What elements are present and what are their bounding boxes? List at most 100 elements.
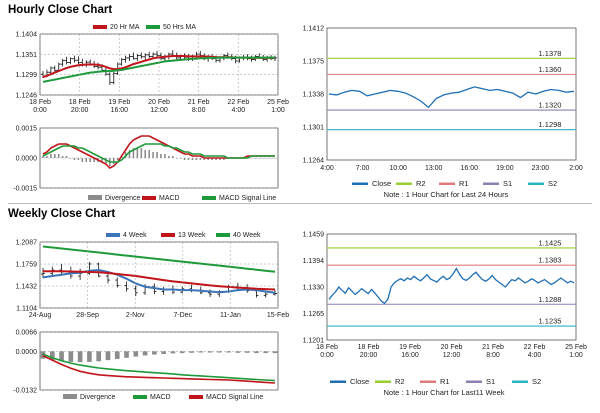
weekly_price-x-tick: 2-Nov	[126, 312, 145, 319]
divergence-bar	[114, 351, 120, 359]
divergence-bar	[148, 150, 150, 158]
ohlc-bar	[68, 57, 73, 65]
legend-r1-swatch	[439, 182, 455, 185]
legend-close-label: Close	[350, 377, 369, 386]
divergence-bar	[207, 158, 209, 160]
hourly_macd-y-tick: 0.0000	[16, 156, 38, 163]
weekly_price-y-tick: 1.1432	[16, 283, 38, 290]
hourly_macd-y-tick: 0.0015	[16, 126, 38, 133]
divergence-bar	[69, 158, 72, 159]
legend-s2-swatch	[528, 182, 544, 185]
hourly_price-x-tick: 20 Feb	[148, 99, 170, 106]
legend-s1-label: S1	[503, 179, 512, 188]
divergence-bar	[77, 351, 83, 363]
ohlc-bar	[273, 290, 277, 296]
divergence-bar	[124, 351, 129, 358]
legend-divergence-swatch	[63, 394, 77, 399]
divergence-bar	[219, 158, 221, 160]
section-divider	[8, 203, 592, 204]
legend-13-week-swatch	[161, 233, 175, 237]
level-label-r2: 1.1378	[539, 49, 562, 58]
divergence-bar	[68, 351, 74, 362]
hourly_pivot-note: Note : 1 Hour Chart for Last 24 Hours	[384, 190, 509, 199]
divergence-bar	[183, 158, 186, 160]
legend-s1-swatch	[483, 182, 499, 185]
ohlc-bar	[135, 54, 140, 62]
ohlc-bar	[52, 65, 57, 73]
divergence-bar	[235, 351, 241, 353]
divergence-bar	[187, 158, 190, 160]
divergence-bar	[85, 158, 88, 162]
legend-s1-label: S1	[486, 377, 495, 386]
hourly_price-x-tick: 12:00	[150, 107, 168, 114]
divergence-bar	[198, 351, 204, 353]
divergence-bar	[203, 158, 206, 160]
divergence-bar	[258, 158, 261, 159]
divergence-bar	[270, 158, 272, 159]
weekly_pivot-y-tick: 1.1330	[303, 285, 325, 292]
divergence-bar	[96, 351, 101, 362]
hourly_price-x-tick: 22 Feb	[227, 99, 249, 106]
divergence-bar	[244, 351, 250, 353]
close-line	[328, 267, 575, 305]
divergence-bar	[73, 158, 76, 160]
legend-macd-label: MACD	[159, 195, 180, 202]
divergence-bar	[168, 156, 170, 158]
weekly_pivot-x-tick: 22 Feb	[524, 344, 546, 351]
series-line-13-week	[43, 270, 276, 291]
hourly_pivot-x-tick: 16:00	[461, 165, 479, 172]
legend-20-hr-ma-label: 20 Hr MA	[110, 24, 140, 31]
level-label-r2: 1.1425	[539, 238, 562, 247]
hourly_pivot-x-tick: 10:00	[389, 165, 407, 172]
legend-4-week-swatch	[106, 233, 120, 237]
weekly_pivot-x-tick: 18 Feb	[358, 344, 380, 351]
divergence-bar	[161, 351, 166, 354]
hourly_pivot-y-tick: 1.1301	[303, 125, 325, 132]
hourly_price-x-tick: 18 Feb	[69, 99, 91, 106]
legend-13-week-label: 13 Week	[178, 232, 206, 239]
hourly_pivot-x-tick: 19:00	[496, 165, 514, 172]
weekly_price-y-tick: 1.2087	[16, 240, 38, 247]
legend-macd-signal-line-label: MACD Signal Line	[206, 394, 263, 401]
divergence-bar	[93, 158, 95, 162]
divergence-bar	[144, 150, 147, 158]
level-label-r1: 1.1360	[539, 65, 562, 74]
divergence-bar	[195, 158, 198, 160]
divergence-bar	[46, 156, 48, 158]
ohlc-bar	[59, 263, 64, 275]
divergence-bar	[272, 351, 278, 354]
hourly_price-x-tick: 4:00	[232, 107, 246, 114]
series-line-macd-signal-line	[42, 354, 276, 384]
divergence-bar	[54, 154, 56, 158]
legend-close-label: Close	[372, 179, 391, 188]
ohlc-bar	[123, 55, 128, 63]
divergence-bar	[191, 158, 194, 160]
series-line-macd	[42, 353, 276, 382]
hourly_price-x-tick: 20:00	[71, 107, 89, 114]
weekly_pivot-y-tick: 1.1265	[303, 311, 325, 318]
divergence-bar	[87, 351, 92, 362]
weekly_pivot-y-tick: 1.1394	[303, 258, 325, 265]
weekly_pivot-frame	[326, 233, 577, 341]
ohlc-bar	[41, 267, 45, 279]
divergence-bar	[101, 158, 103, 162]
weekly_pivot-x-tick: 1:00	[569, 352, 583, 359]
series-line-macd-signal-line	[42, 143, 275, 163]
level-label-s2: 1.1235	[539, 317, 562, 326]
divergence-bar	[179, 351, 185, 354]
weekly_macd-y-tick: 0.0066	[16, 330, 38, 337]
divergence-bar	[49, 351, 55, 361]
divergence-bar	[81, 158, 84, 162]
weekly_pivot-x-tick: 16:00	[401, 352, 419, 359]
weekly_price-frame	[39, 241, 279, 309]
divergence-bar	[128, 150, 131, 158]
divergence-bar	[152, 152, 154, 158]
divergence-bar	[211, 158, 213, 160]
hourly_price-x-tick: 8:00	[192, 107, 206, 114]
weekly_pivot-x-tick: 0:00	[320, 352, 334, 359]
weekly_price-x-tick: 28-Sep	[76, 312, 99, 319]
ohlc-bar	[48, 66, 53, 75]
ohlc-bar	[72, 55, 77, 63]
weekly_price-y-tick: 1.1104	[16, 306, 37, 313]
